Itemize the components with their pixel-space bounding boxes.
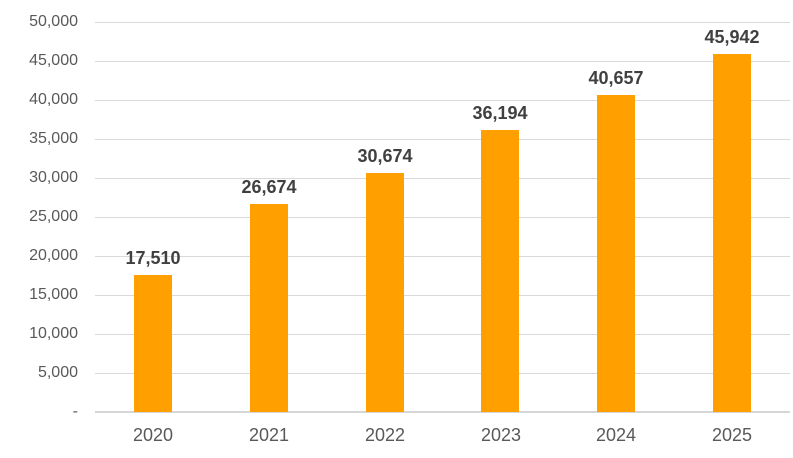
- data-label-2023: 36,194: [472, 103, 528, 123]
- y-axis-tick-label: 15,000: [29, 286, 78, 303]
- y-axis-tick-label: 20,000: [29, 247, 78, 264]
- y-axis-tick-label: 30,000: [29, 169, 78, 186]
- bar-2024: [597, 95, 635, 412]
- gridline: [95, 61, 790, 62]
- gridline: [95, 100, 790, 101]
- gridline: [95, 178, 790, 179]
- bar-2025: [713, 54, 751, 412]
- y-axis-tick-label: 45,000: [29, 52, 78, 69]
- y-axis-tick-label: 50,000: [29, 13, 78, 30]
- y-axis-tick-label: 5,000: [37, 364, 78, 381]
- gridline: [95, 334, 790, 335]
- data-label-2024: 40,657: [588, 68, 644, 88]
- x-axis-label-2020: 2020: [132, 425, 174, 445]
- x-axis-line: [95, 411, 790, 413]
- x-axis-label-2022: 2022: [364, 425, 406, 445]
- bar-2021: [250, 204, 288, 412]
- gridline: [95, 256, 790, 257]
- data-label-2021: 26,674: [241, 177, 297, 197]
- gridline: [95, 295, 790, 296]
- y-axis-tick-label: 10,000: [29, 325, 78, 342]
- gridline: [95, 217, 790, 218]
- data-label-2020: 17,510: [125, 248, 181, 268]
- data-label-2025: 45,942: [704, 27, 760, 47]
- bar-2022: [366, 173, 404, 412]
- gridline: [95, 22, 790, 23]
- gridline: [95, 139, 790, 140]
- y-axis-tick-label: -: [72, 403, 78, 420]
- bar-2020: [134, 275, 172, 412]
- y-axis-tick-label: 35,000: [29, 130, 78, 147]
- x-axis-label-2023: 2023: [480, 425, 522, 445]
- bar-2023: [481, 130, 519, 412]
- x-axis-label-2021: 2021: [248, 425, 290, 445]
- y-axis-tick-label: 40,000: [29, 91, 78, 108]
- y-axis-tick-label: 25,000: [29, 208, 78, 225]
- data-label-2022: 30,674: [357, 146, 413, 166]
- gridline: [95, 373, 790, 374]
- x-axis-label-2024: 2024: [595, 425, 637, 445]
- x-axis-label-2025: 2025: [711, 425, 753, 445]
